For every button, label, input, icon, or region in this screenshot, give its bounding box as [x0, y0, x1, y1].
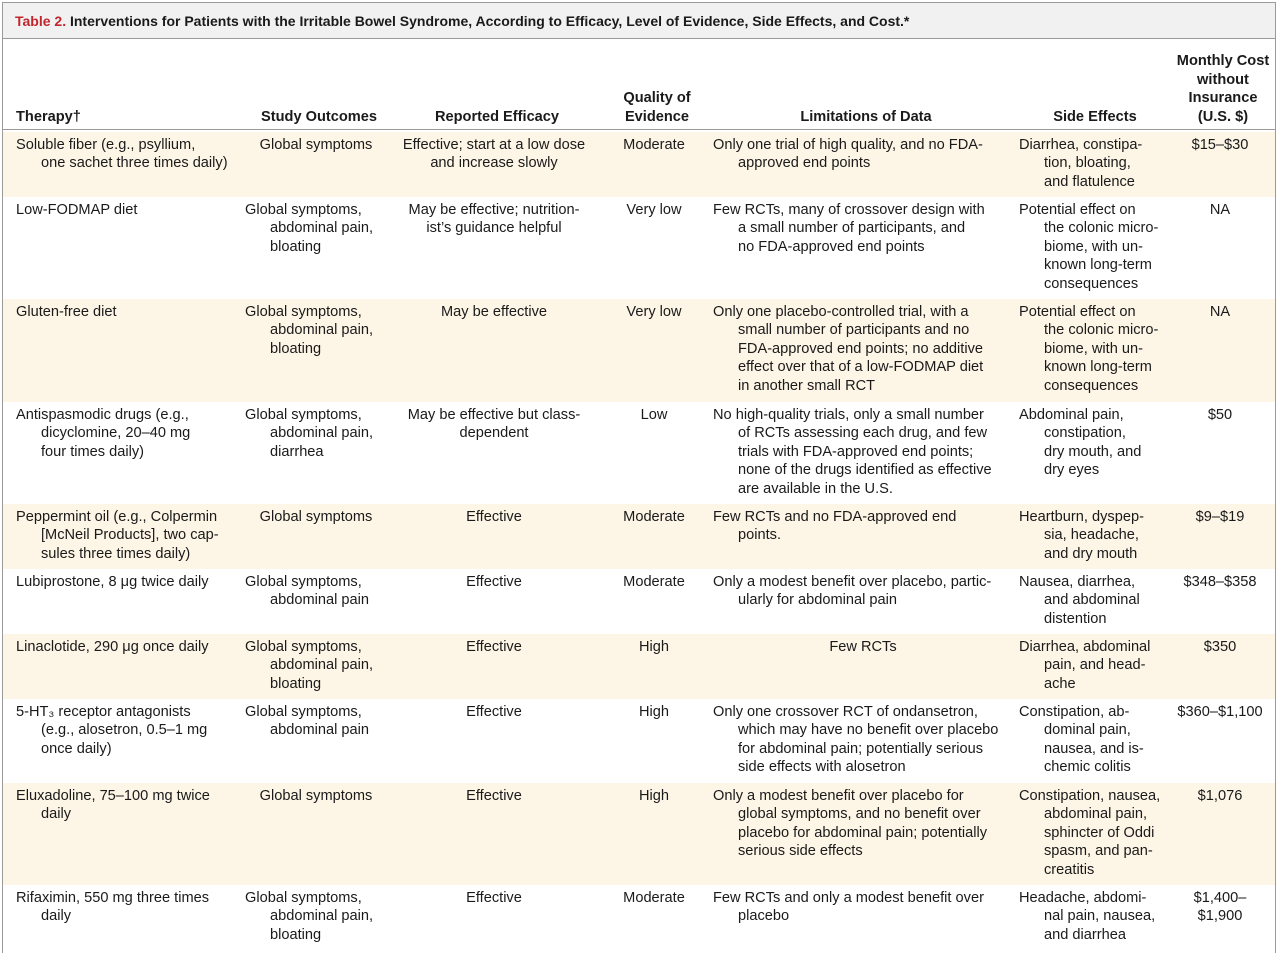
column-header: Study Outcomes — [261, 108, 377, 125]
table-cell: NA — [1209, 304, 1231, 320]
table-cell: Eluxadoline, 75–100 mg twice daily — [16, 788, 210, 823]
table-row — [3, 504, 1275, 569]
table-cell: No high-quality trials, only a small num… — [713, 407, 992, 497]
table-row — [3, 634, 1275, 699]
table-cell: Constipation, ab- dominal pain, nausea, … — [1019, 704, 1144, 776]
table-cell: Global symptoms, abdominal pain — [245, 704, 369, 739]
table-cell: Only one trial of high quality, and no F… — [713, 137, 983, 172]
table-cell: Antispasmodic drugs (e.g., dicyclomine, … — [16, 407, 191, 460]
table-cell: Constipation, nausea, abdominal pain, sp… — [1019, 788, 1161, 878]
table-cell: May be effective; nutrition- ist’s guida… — [408, 202, 580, 237]
table-cell: Global symptoms, abdominal pain, diarrhe… — [245, 407, 374, 460]
table-cell: $9–$19 — [1195, 509, 1245, 525]
table-cell: $360–$1,100 — [1177, 704, 1263, 720]
table-cell: Effective — [466, 639, 522, 655]
table-cell: Global symptoms, abdominal pain — [245, 574, 369, 609]
column-header: Therapy† — [16, 108, 81, 125]
table-cell: Soluble fiber (e.g., psyllium, one sache… — [16, 137, 228, 172]
table-cell: Diarrhea, abdominal pain, and head- ache — [1019, 639, 1151, 692]
table-cell: Low — [640, 407, 668, 423]
table-cell: High — [638, 704, 669, 720]
table-row — [3, 783, 1275, 885]
table-cell: Only one placebo-controlled trial, with … — [713, 304, 984, 394]
table-cell: Only a modest benefit over placebo for g… — [713, 788, 988, 860]
table-cell: $348–$358 — [1183, 574, 1257, 590]
table-cell: $350 — [1203, 639, 1237, 655]
table-cell: Moderate — [623, 137, 685, 153]
table-cell: Global symptoms — [259, 509, 373, 525]
table-cell: Effective — [466, 890, 522, 906]
table-cell: Lubiprostone, 8 μg twice daily — [16, 574, 209, 590]
table-row — [3, 132, 1275, 197]
table-cell: Very low — [626, 304, 682, 320]
column-header: Side Effects — [1053, 108, 1137, 125]
table-title: Interventions for Patients with the Irri… — [69, 13, 910, 29]
table-cell: Effective — [466, 574, 522, 590]
table-cell: Effective — [466, 509, 522, 525]
table-cell: May be effective — [441, 304, 547, 320]
table-cell: $1,076 — [1197, 788, 1243, 804]
table-cell: Linaclotide, 290 μg once daily — [16, 639, 209, 655]
table-row — [3, 299, 1275, 402]
table-cell: Only a modest benefit over placebo, part… — [713, 574, 992, 609]
table-cell: High — [638, 788, 669, 804]
table-cell: Only one crossover RCT of ondansetron, w… — [713, 704, 999, 776]
column-header: Reported Efficacy — [434, 108, 560, 125]
table-cell: Global symptoms — [259, 788, 373, 804]
table-cell: Abdominal pain, constipation, dry mouth,… — [1019, 407, 1142, 479]
table-cell: Effective — [466, 704, 522, 720]
table-cell: Few RCTs, many of crossover design with … — [713, 202, 985, 255]
table-cell: High — [638, 639, 669, 655]
table-cell: $1,400– $1,900 — [1193, 890, 1247, 925]
table-cell: Nausea, diarrhea, and abdominal distenti… — [1019, 574, 1140, 627]
column-header: Limitations of Data — [800, 108, 932, 125]
table-cell: $15–$30 — [1191, 137, 1249, 153]
table-cell: NA — [1209, 202, 1231, 218]
column-header: Quality of Evidence — [623, 90, 691, 125]
table-cell: $50 — [1207, 407, 1233, 423]
table-cell: Global symptoms, abdominal pain, bloatin… — [245, 202, 374, 255]
table-cell: Low-FODMAP diet — [16, 202, 138, 218]
table-cell: Few RCTs — [829, 639, 897, 655]
table-cell: Global symptoms, abdominal pain, bloatin… — [245, 304, 374, 357]
header-rule — [3, 129, 1275, 130]
column-header: Monthly Cost without Insurance (U.S. $) — [1176, 53, 1270, 125]
table-cell: Effective — [466, 788, 522, 804]
title-bar: Table 2. Interventions for Patients with… — [3, 3, 1275, 39]
table-cell: Potential effect on the colonic micro- b… — [1019, 304, 1159, 394]
table-cell: Heartburn, dyspep- sia, headache, and dr… — [1019, 509, 1144, 562]
table-cell: Effective; start at a low dose and incre… — [402, 137, 586, 172]
table-cell: Potential effect on the colonic micro- b… — [1019, 202, 1159, 292]
table-cell: Few RCTs and no FDA-approved end points. — [713, 509, 957, 544]
table-cell: Global symptoms, abdominal pain, bloatin… — [245, 639, 374, 692]
table-cell: May be effective but class- dependent — [407, 407, 581, 442]
table-cell: Very low — [626, 202, 682, 218]
table-label: Table 2. — [15, 13, 67, 29]
table-cell: Peppermint oil (e.g., Colpermin [McNeil … — [16, 509, 219, 562]
table-cell: Moderate — [623, 509, 685, 525]
table-cell: Gluten-free diet — [16, 304, 117, 320]
table-cell: Moderate — [623, 890, 685, 906]
table-cell: Rifaximin, 550 mg three times daily — [16, 890, 210, 925]
table-cell: Moderate — [623, 574, 685, 590]
table-cell: 5-HT₃ receptor antagonists (e.g., aloset… — [16, 704, 208, 757]
table-cell: Headache, abdomi- nal pain, nausea, and … — [1019, 890, 1156, 943]
table-cell: Few RCTs and only a modest benefit over … — [713, 890, 984, 925]
table-cell: Diarrhea, constipa- tion, bloating, and … — [1019, 137, 1143, 190]
table-cell: Global symptoms, abdominal pain, bloatin… — [245, 890, 374, 943]
table-cell: Global symptoms — [259, 137, 373, 153]
